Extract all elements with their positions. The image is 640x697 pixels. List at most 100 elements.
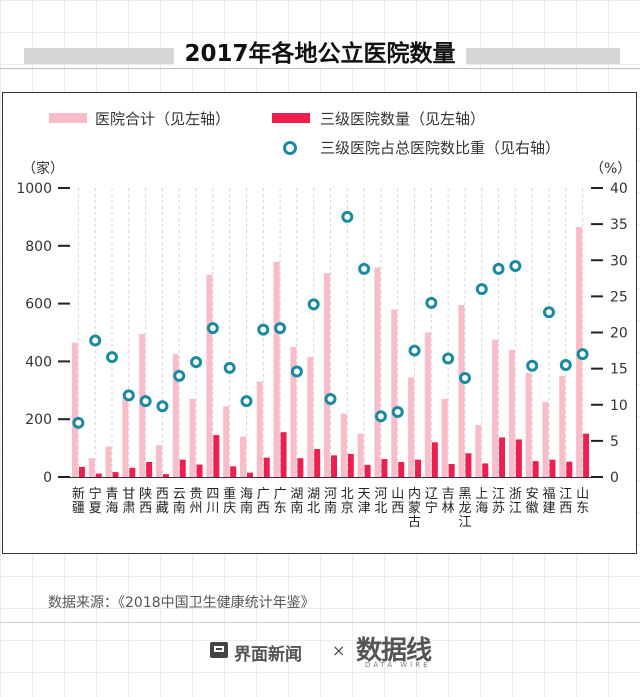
- left-axis-unit: （家）: [22, 161, 64, 177]
- category-label: 吉林: [442, 487, 455, 516]
- bar-tier3: [196, 464, 203, 477]
- left-tick-label: 800: [25, 239, 52, 255]
- share-point: [223, 361, 236, 374]
- bar-total: [559, 375, 566, 477]
- bar-tier3: [364, 464, 371, 477]
- right-tick-label: 15: [610, 362, 628, 378]
- share-point: [156, 400, 169, 413]
- bar-tier3: [515, 439, 522, 477]
- category-label: 黑龙江: [458, 487, 471, 530]
- bar-total: [340, 413, 347, 477]
- category-label: 辽宁: [425, 487, 438, 516]
- share-point: [341, 210, 354, 223]
- bar-total: [105, 446, 112, 477]
- share-point: [576, 348, 589, 361]
- bar-tier3: [499, 437, 506, 477]
- bar-tier3: [129, 467, 136, 477]
- partner-logo: 数据线: [356, 636, 432, 666]
- right-tick-label: 0: [610, 470, 619, 486]
- category-label: 广西: [257, 487, 270, 516]
- bar-tier3: [280, 432, 287, 477]
- share-point: [391, 405, 404, 418]
- page-title: 2017年各地公立医院数量: [0, 34, 640, 68]
- bar-tier3: [482, 463, 489, 477]
- bar-tier3: [415, 459, 422, 477]
- share-point: [408, 344, 421, 357]
- bar-total: [307, 357, 314, 477]
- left-tick-label: 200: [25, 412, 52, 428]
- footer-divider: [0, 622, 640, 623]
- share-point: [442, 352, 455, 365]
- bar-total: [88, 458, 95, 477]
- category-label: 宁夏: [89, 486, 102, 516]
- bar-total: [458, 305, 465, 477]
- bar-tier3: [431, 442, 438, 477]
- bar-total: [508, 349, 515, 477]
- category-label: 新疆: [72, 486, 85, 516]
- category-label: 江苏: [492, 487, 505, 516]
- left-tick-label: 0: [43, 470, 52, 486]
- bar-total: [122, 393, 129, 477]
- left-tick-label: 1000: [16, 181, 52, 197]
- bar-total: [256, 381, 263, 477]
- right-tick-label: 20: [610, 326, 628, 342]
- right-tick-label: 5: [610, 434, 619, 450]
- category-label: 山西: [391, 487, 404, 516]
- category-label: 福建: [542, 487, 555, 516]
- category-label: 天津: [358, 487, 371, 516]
- bar-total: [189, 398, 196, 477]
- category-label: 广东: [274, 487, 287, 516]
- share-point: [274, 322, 287, 335]
- share-point: [358, 262, 371, 275]
- category-label: 北京: [341, 487, 354, 516]
- source-note: 数据来源：《2018中国卫生健康统计年鉴》: [48, 595, 315, 611]
- bar-total: [492, 339, 499, 477]
- bar-total: [408, 377, 415, 477]
- bar-total: [391, 309, 398, 477]
- bar-total: [155, 445, 162, 477]
- share-point: [374, 410, 387, 423]
- bar-tier3: [297, 458, 304, 477]
- bar-tier3: [398, 461, 405, 477]
- bar-tier3: [179, 459, 186, 477]
- bar-tier3: [465, 453, 472, 477]
- category-label: 河北: [374, 487, 387, 516]
- right-tick-label: 10: [610, 398, 628, 414]
- bar-tier3: [263, 457, 270, 477]
- bar-total: [542, 401, 549, 477]
- share-point: [307, 298, 320, 311]
- share-point: [290, 365, 303, 378]
- category-label: 云南: [173, 487, 186, 516]
- bar-total: [475, 424, 482, 477]
- bar-tier3: [78, 466, 85, 477]
- bar-tier3: [230, 466, 237, 477]
- category-label: 内蒙古: [408, 486, 421, 530]
- bar-tier3: [583, 433, 590, 477]
- share-point: [106, 351, 119, 364]
- share-point: [89, 334, 102, 347]
- share-point: [257, 323, 270, 336]
- share-point: [559, 359, 572, 372]
- bar-tier3: [331, 455, 337, 477]
- share-point: [509, 260, 522, 273]
- share-point: [526, 359, 539, 372]
- legend-label-share: 三级医院占总医院数比重（见右轴）: [320, 139, 561, 157]
- category-label: 四川: [206, 487, 219, 516]
- bar-total: [374, 267, 381, 477]
- bar-tier3: [162, 474, 169, 477]
- bar-tier3: [448, 463, 455, 477]
- partner-logo-sub: DATA WIRE: [365, 661, 431, 669]
- bar-tier3: [532, 461, 539, 477]
- bar-total: [206, 274, 213, 477]
- left-tick-label: 400: [25, 354, 52, 370]
- bar-tier3: [112, 472, 119, 477]
- bar-tier3: [146, 461, 153, 477]
- share-point: [458, 372, 471, 385]
- share-point: [542, 306, 555, 319]
- brand-separator: ×: [332, 641, 346, 660]
- bar-tier3: [213, 435, 220, 477]
- share-point: [72, 416, 85, 429]
- legend-swatch-total: [49, 113, 87, 123]
- left-tick-label: 600: [25, 297, 52, 313]
